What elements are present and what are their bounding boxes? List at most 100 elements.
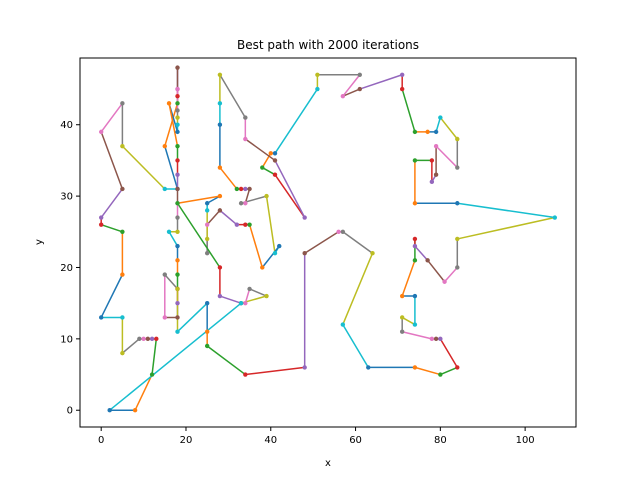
path-segment bbox=[108, 302, 242, 411]
plot-frame bbox=[79, 57, 577, 428]
path-segment bbox=[426, 259, 446, 283]
path-segment bbox=[100, 131, 124, 190]
y-tick-label: 0 bbox=[67, 406, 73, 417]
path-point bbox=[217, 193, 223, 199]
path-point bbox=[272, 251, 278, 256]
path-segment bbox=[134, 373, 153, 411]
path-point bbox=[204, 201, 210, 206]
path-point bbox=[433, 143, 439, 149]
path-segment bbox=[456, 202, 556, 219]
path-segment bbox=[219, 295, 242, 304]
y-tick-label: 30 bbox=[60, 192, 73, 203]
path-point bbox=[217, 72, 223, 77]
path-point bbox=[175, 258, 180, 263]
path-point bbox=[455, 165, 460, 170]
path-segment bbox=[342, 252, 374, 326]
path-point bbox=[429, 179, 435, 185]
path-point bbox=[433, 129, 439, 135]
path-point bbox=[238, 186, 244, 192]
y-axis-label: y bbox=[34, 239, 45, 245]
path-point bbox=[340, 93, 346, 99]
path-point bbox=[340, 322, 346, 327]
path-segment bbox=[435, 116, 442, 133]
path-point bbox=[272, 158, 278, 163]
path-segment bbox=[274, 159, 306, 219]
path-point bbox=[238, 201, 244, 206]
path-segment bbox=[274, 173, 306, 219]
path-segment bbox=[219, 166, 238, 190]
path-point bbox=[399, 329, 405, 334]
path-segment bbox=[244, 288, 251, 304]
path-segment bbox=[342, 323, 370, 369]
path-point bbox=[120, 272, 125, 277]
path-point bbox=[175, 315, 180, 320]
path-point bbox=[149, 372, 155, 377]
path-point bbox=[302, 215, 307, 220]
path-point bbox=[425, 258, 430, 263]
path-point bbox=[175, 215, 180, 220]
path-segment bbox=[219, 209, 238, 226]
path-point bbox=[412, 236, 418, 242]
path-point bbox=[272, 172, 278, 177]
path-point bbox=[238, 300, 244, 306]
path-point bbox=[175, 101, 180, 106]
path-point bbox=[455, 236, 460, 242]
path-point bbox=[234, 186, 240, 192]
path-segment bbox=[414, 245, 429, 262]
path-point bbox=[217, 122, 223, 127]
path-segment bbox=[100, 188, 124, 219]
path-point bbox=[217, 101, 223, 106]
path-point bbox=[162, 186, 167, 192]
path-point bbox=[120, 143, 125, 149]
path-point bbox=[438, 115, 443, 120]
path-point bbox=[315, 86, 320, 92]
path-point bbox=[175, 108, 180, 113]
path-point bbox=[120, 315, 125, 320]
path-segment bbox=[121, 338, 141, 354]
path-point bbox=[399, 293, 405, 299]
path-point bbox=[412, 365, 418, 370]
path-point bbox=[204, 251, 210, 256]
path-points bbox=[98, 65, 558, 413]
path-point bbox=[204, 222, 210, 227]
x-tick-label: 100 bbox=[516, 435, 535, 446]
path-segment bbox=[176, 302, 208, 333]
path-point bbox=[149, 336, 155, 342]
path-segment bbox=[443, 266, 459, 283]
path-point bbox=[412, 243, 418, 249]
path-segment bbox=[401, 259, 416, 297]
path-segment bbox=[100, 223, 124, 233]
path-point bbox=[264, 293, 269, 299]
path-point bbox=[315, 72, 320, 77]
path-point bbox=[145, 336, 151, 342]
path-point bbox=[120, 186, 125, 192]
path-segment bbox=[168, 102, 179, 147]
path-point bbox=[175, 129, 180, 135]
path-point bbox=[264, 193, 269, 199]
path-point bbox=[247, 186, 252, 192]
path-point bbox=[260, 265, 265, 270]
path-point bbox=[272, 151, 278, 156]
path-segment bbox=[342, 88, 361, 97]
y-tick-label: 40 bbox=[60, 120, 73, 131]
path-point bbox=[204, 329, 210, 334]
path-point bbox=[175, 286, 180, 292]
path-point bbox=[455, 365, 460, 370]
path-segment bbox=[456, 216, 556, 240]
path-segment bbox=[121, 145, 166, 190]
path-point bbox=[399, 72, 405, 77]
path-point bbox=[204, 236, 210, 242]
path-point bbox=[204, 343, 210, 349]
path-point bbox=[268, 151, 273, 156]
path-segment bbox=[261, 166, 276, 176]
path-point bbox=[120, 229, 125, 234]
path-point bbox=[98, 215, 104, 220]
path-point bbox=[217, 265, 223, 270]
path-segment bbox=[164, 273, 179, 290]
path-segment bbox=[244, 138, 276, 162]
path-point bbox=[120, 350, 125, 356]
path-segment bbox=[206, 209, 221, 226]
x-axis: 0 20 40 60 80 100 bbox=[98, 427, 535, 446]
path-point bbox=[243, 115, 248, 120]
